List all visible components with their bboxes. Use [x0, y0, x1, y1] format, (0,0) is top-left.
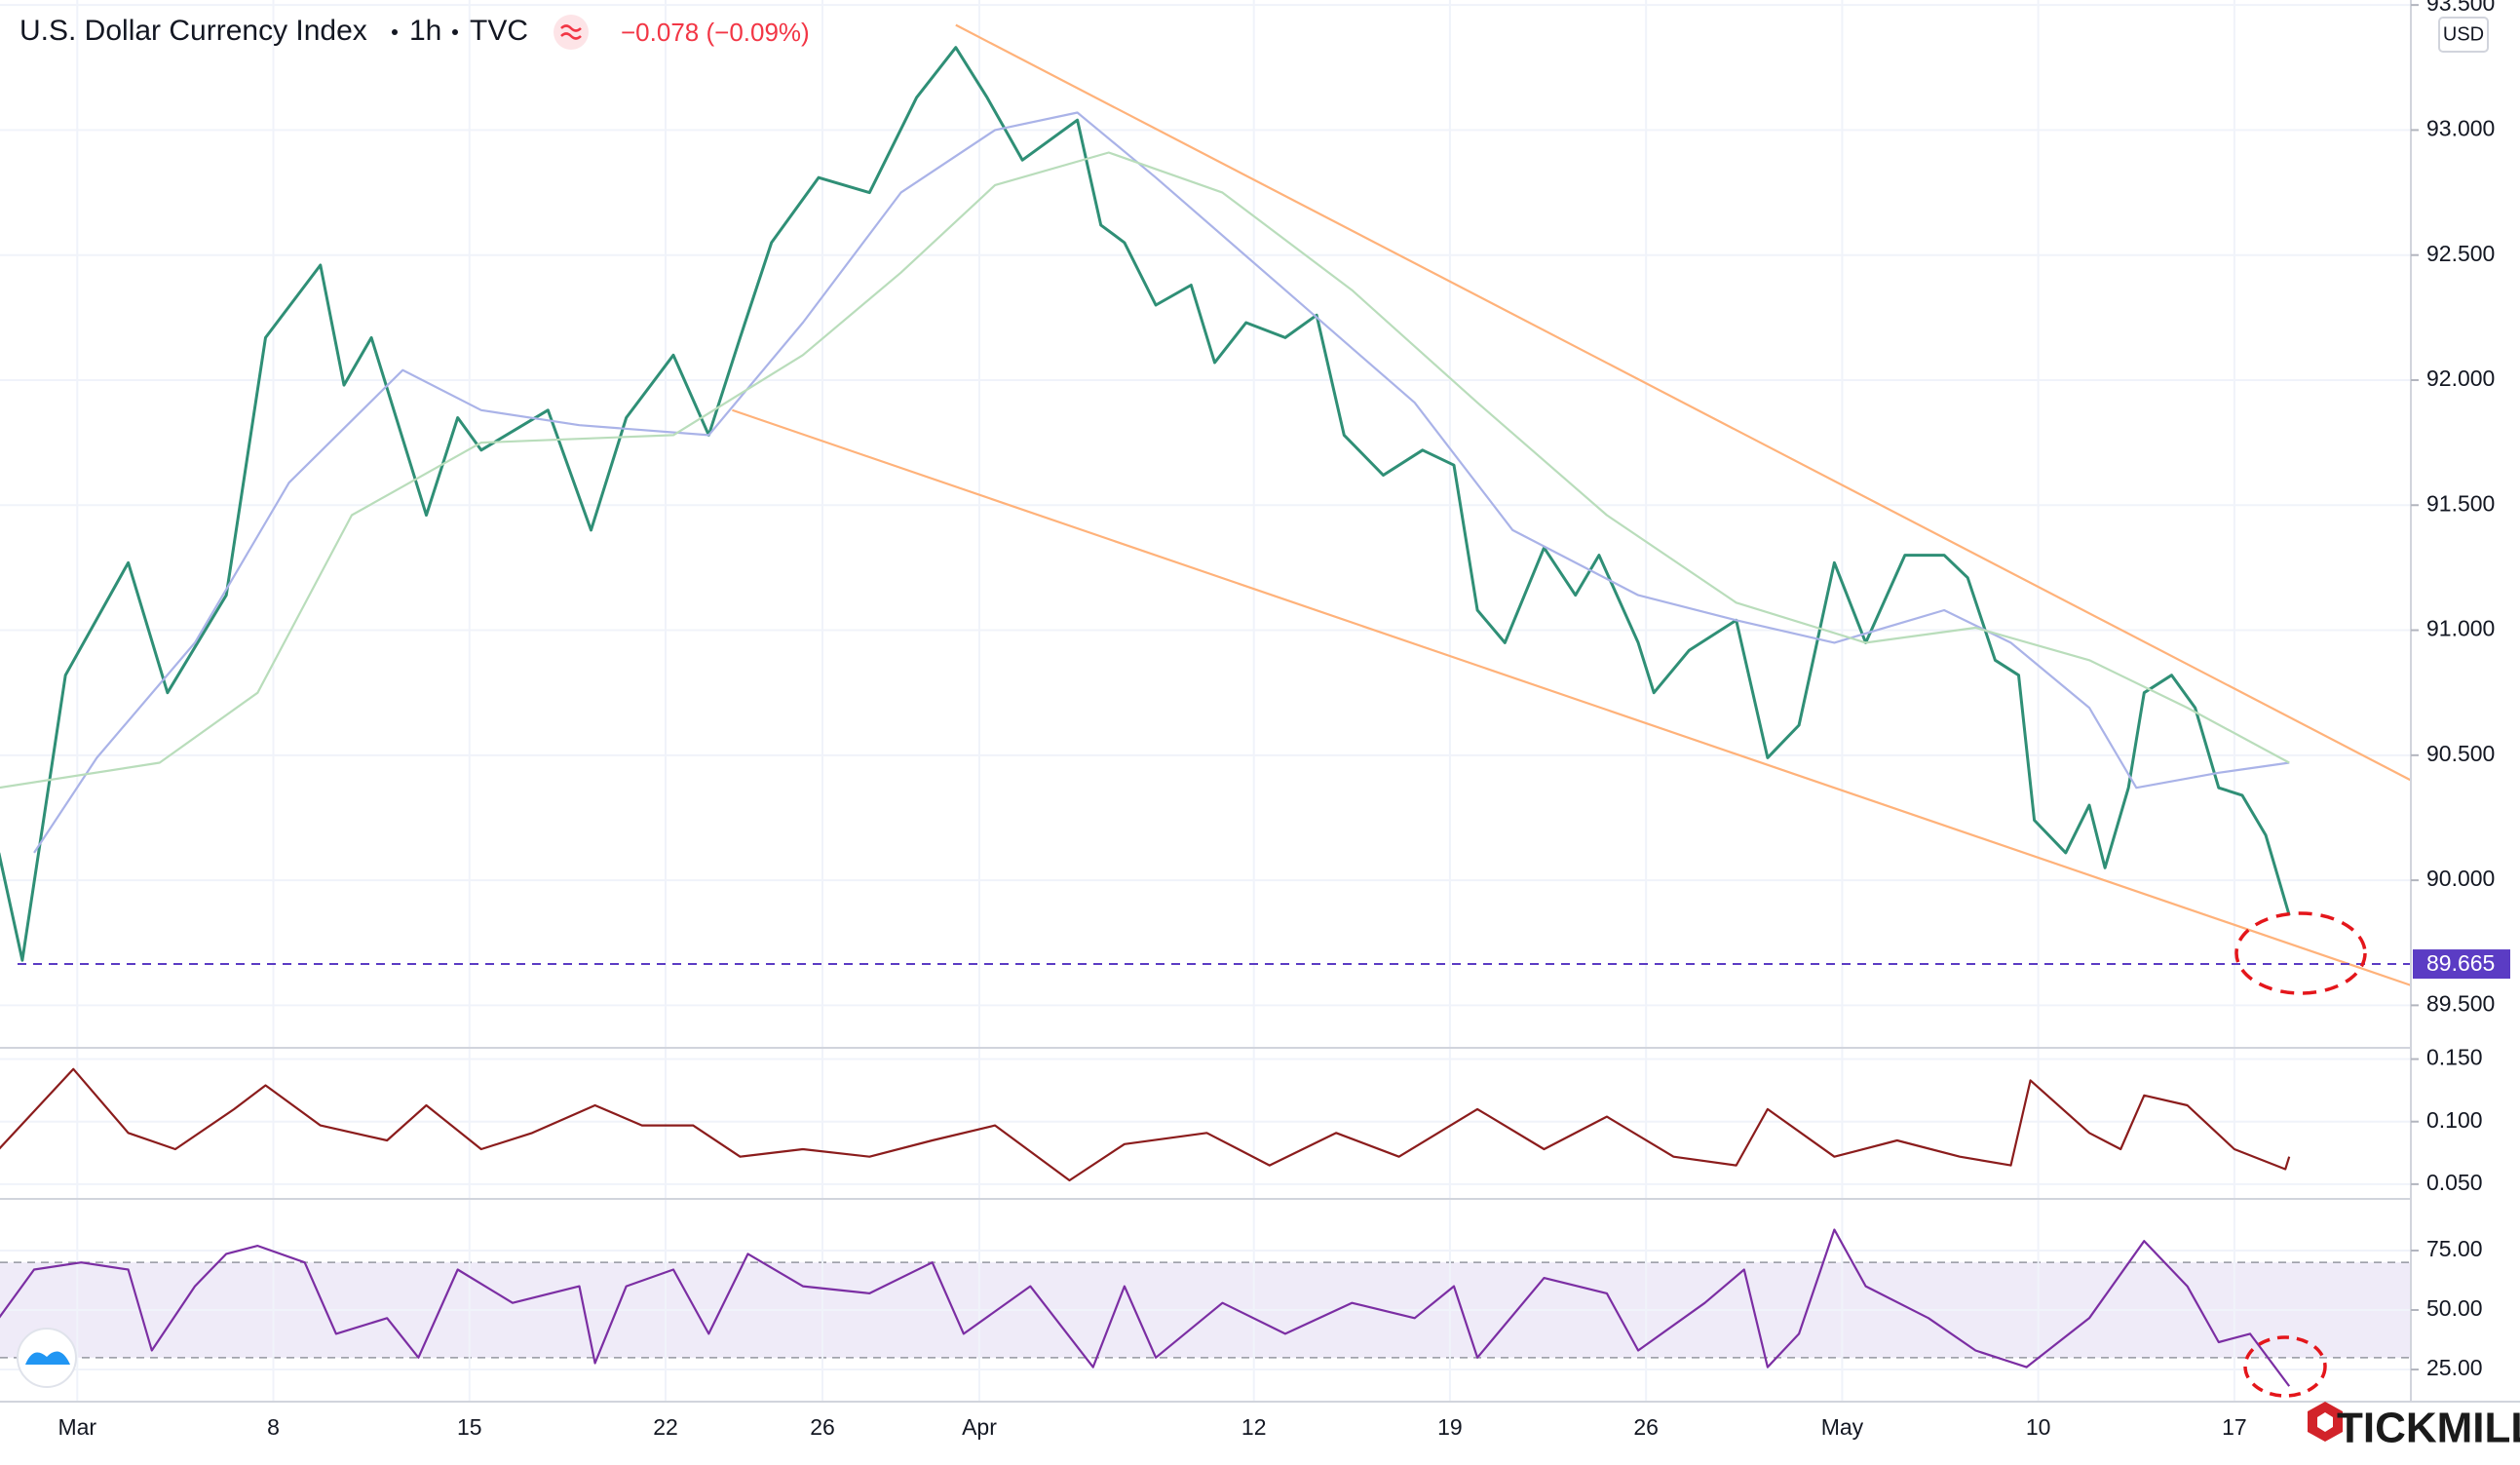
x-tick-label: 12 — [1241, 1414, 1267, 1440]
separator-dot — [392, 29, 398, 35]
trend-line — [732, 408, 2412, 986]
y-tick-label: 92.500 — [2426, 241, 2495, 266]
x-tick-label: 10 — [2026, 1414, 2051, 1440]
x-tick-label: 8 — [267, 1414, 280, 1440]
currency-box[interactable] — [2438, 17, 2489, 53]
y-tick-label: 25.00 — [2426, 1355, 2483, 1380]
y-tick-label: 91.000 — [2426, 616, 2495, 641]
y-tick-label: 93.000 — [2426, 115, 2495, 140]
grid — [0, 0, 2411, 1402]
y-tick-label: 91.500 — [2426, 490, 2495, 516]
x-tick-label: 26 — [810, 1414, 835, 1440]
x-tick-label: Mar — [57, 1414, 96, 1440]
y-tick-label: 90.000 — [2426, 866, 2495, 891]
plots — [0, 23, 2412, 1387]
currency: USD — [2443, 23, 2484, 45]
x-tick-label: May — [1821, 1414, 1864, 1440]
series-line — [0, 1067, 2291, 1182]
y-tick-label: 90.500 — [2426, 741, 2495, 766]
highlight-circle — [2243, 1335, 2327, 1398]
separator-dot — [452, 29, 458, 35]
header: U.S. Dollar Currency Index 1h TVC −0.078… — [19, 15, 810, 50]
symbol-title: U.S. Dollar Currency Index — [19, 15, 367, 47]
series-line — [0, 46, 2291, 962]
x-tick-label: 26 — [1633, 1414, 1659, 1440]
series-line — [33, 111, 2290, 854]
y-tick-label: 50.00 — [2426, 1295, 2483, 1321]
y-tick-label: 75.00 — [2426, 1236, 2483, 1261]
x-tick-label: 22 — [653, 1414, 678, 1440]
trend-line — [955, 23, 2412, 782]
x-tick-label: Apr — [962, 1414, 997, 1440]
price-label: 89.665 — [2426, 950, 2495, 976]
series-line — [0, 1228, 2291, 1387]
highlight-circle — [2234, 911, 2367, 995]
price-label-box — [2413, 949, 2510, 980]
x-tick-label: 17 — [2222, 1414, 2247, 1440]
logo-shape — [25, 1351, 70, 1365]
y-tick-label: 0.150 — [2426, 1045, 2483, 1070]
y-tick-label: 93.500 — [2426, 0, 2495, 16]
price-change: −0.078 (−0.09%) — [621, 18, 810, 47]
watermark-icon-inner — [2317, 1412, 2333, 1432]
series-line — [0, 151, 2290, 790]
tradingview-logo[interactable] — [17, 1328, 77, 1388]
market-status-icon[interactable] — [554, 15, 589, 50]
watermark: TICKMILL — [2308, 1402, 2520, 1452]
y-tick-label: 0.100 — [2426, 1107, 2483, 1133]
y-tick-label: 0.050 — [2426, 1170, 2483, 1195]
market-status-glyph — [560, 24, 582, 40]
y-tick-label: 92.000 — [2426, 366, 2495, 391]
y-tick-label: 89.500 — [2426, 990, 2495, 1016]
source: TVC — [470, 15, 528, 47]
interval: 1h — [409, 15, 441, 47]
watermark-text: TICKMILL — [2337, 1405, 2520, 1452]
x-tick-label: 15 — [457, 1414, 482, 1440]
x-tick-label: 19 — [1437, 1414, 1463, 1440]
